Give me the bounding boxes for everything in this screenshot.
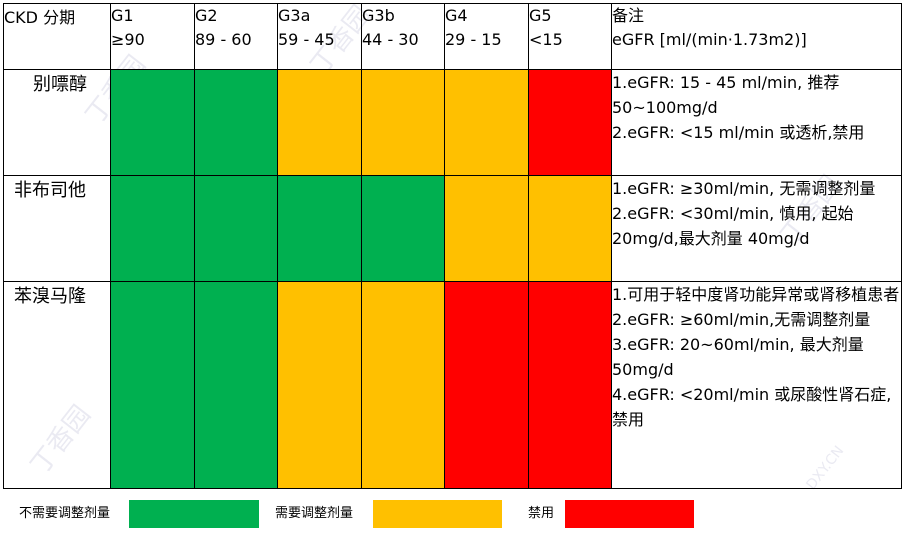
stage-header-g1: G1 ≥90 — [110, 3, 195, 70]
stage-name: G5 — [529, 6, 552, 25]
stage-name: G3b — [362, 6, 395, 25]
legend-swatch-red — [565, 500, 694, 528]
dose-cell — [444, 69, 529, 176]
table-row: 别嘌醇 1.eGFR: 15 - 45 ml/min, 推荐50~100mg/d… — [3, 69, 902, 176]
stage-range: 59 - 45 — [278, 30, 335, 49]
legend-label-contraindicated: 禁用 — [528, 506, 555, 521]
dose-cell — [528, 175, 612, 282]
dose-cell — [361, 175, 445, 282]
legend-swatch-yellow — [373, 500, 502, 528]
dose-cell — [194, 281, 278, 489]
stage-header-g5: G5 <15 — [528, 3, 612, 70]
notes-header: 备注 eGFR [ml/(min·1.73m2)] — [611, 3, 902, 70]
stage-range: 29 - 15 — [445, 30, 502, 49]
note-line: 1.eGFR: 15 - 45 ml/min, 推荐50~100mg/d — [612, 73, 840, 117]
stage-range: ≥90 — [111, 30, 145, 49]
note-line: 1.eGFR: ≥30ml/min, 无需调整剂量 — [612, 179, 876, 198]
dose-cell — [110, 69, 195, 176]
dose-cell — [194, 175, 278, 282]
dose-cell — [110, 175, 195, 282]
dose-cell — [444, 281, 529, 489]
dose-cell — [444, 175, 529, 282]
note-line: 2.eGFR: ≥60ml/min,无需调整剂量 — [612, 310, 871, 329]
dose-cell — [277, 175, 362, 282]
stage-name: G4 — [445, 6, 468, 25]
note-line: 2.eGFR: <15 ml/min 或透析,禁用 — [612, 123, 865, 142]
dose-cell — [110, 281, 195, 489]
note-line: 4.eGFR: <20ml/min 或尿酸性肾石症, 禁用 — [612, 385, 892, 429]
notes-unit: eGFR [ml/(min·1.73m2)] — [612, 30, 807, 49]
stage-range: 44 - 30 — [362, 30, 419, 49]
drug-name-allopurinol: 别嘌醇 — [3, 69, 111, 176]
table-row: 非布司他 1.eGFR: ≥30ml/min, 无需调整剂量 2.eGFR: <… — [3, 175, 902, 282]
ckd-stage-label: CKD 分期 — [3, 3, 111, 70]
dose-cell — [528, 69, 612, 176]
legend-label-adjust: 需要调整剂量 — [275, 506, 354, 521]
legend-swatch-green — [129, 500, 259, 528]
stage-name: G3a — [278, 6, 311, 25]
stage-range: 89 - 60 — [195, 30, 252, 49]
stage-header-g4: G4 29 - 15 — [444, 3, 529, 70]
note-line: 2.eGFR: <30ml/min, 慎用, 起始 20mg/d,最大剂量 40… — [612, 204, 854, 248]
stage-header-g2: G2 89 - 60 — [194, 3, 278, 70]
ckd-dosing-table: CKD 分期 G1 ≥90 G2 89 - 60 G3a 59 - 45 G3b 44 … — [3, 3, 902, 489]
note-line: 1.可用于轻中度肾功能异常或肾移植患者 — [612, 285, 900, 304]
table-row: 苯溴马隆 1.可用于轻中度肾功能异常或肾移植患者 2.eGFR: ≥60ml/m… — [3, 281, 902, 489]
stage-name: G2 — [195, 6, 218, 25]
stage-name: G1 — [111, 6, 134, 25]
dose-cell — [194, 69, 278, 176]
dose-cell — [528, 281, 612, 489]
note-line: 3.eGFR: 20~60ml/min, 最大剂量 50mg/d — [612, 335, 864, 379]
stage-header-g3a: G3a 59 - 45 — [277, 3, 362, 70]
notes-cell: 1.eGFR: ≥30ml/min, 无需调整剂量 2.eGFR: <30ml/… — [611, 175, 902, 282]
dose-cell — [361, 281, 445, 489]
notes-cell: 1.eGFR: 15 - 45 ml/min, 推荐50~100mg/d 2.e… — [611, 69, 902, 176]
dose-cell — [277, 69, 362, 176]
drug-name-febuxostat: 非布司他 — [3, 175, 111, 282]
header-row: CKD 分期 G1 ≥90 G2 89 - 60 G3a 59 - 45 G3b 44 … — [3, 3, 902, 70]
drug-name-benzbromarone: 苯溴马隆 — [3, 281, 111, 489]
dose-cell — [277, 281, 362, 489]
notes-cell: 1.可用于轻中度肾功能异常或肾移植患者 2.eGFR: ≥60ml/min,无需… — [611, 281, 902, 489]
notes-title: 备注 — [612, 6, 645, 25]
dose-cell — [361, 69, 445, 176]
legend-label-no-adjust: 不需要调整剂量 — [19, 506, 111, 521]
stage-header-g3b: G3b 44 - 30 — [361, 3, 445, 70]
stage-range: <15 — [529, 30, 563, 49]
